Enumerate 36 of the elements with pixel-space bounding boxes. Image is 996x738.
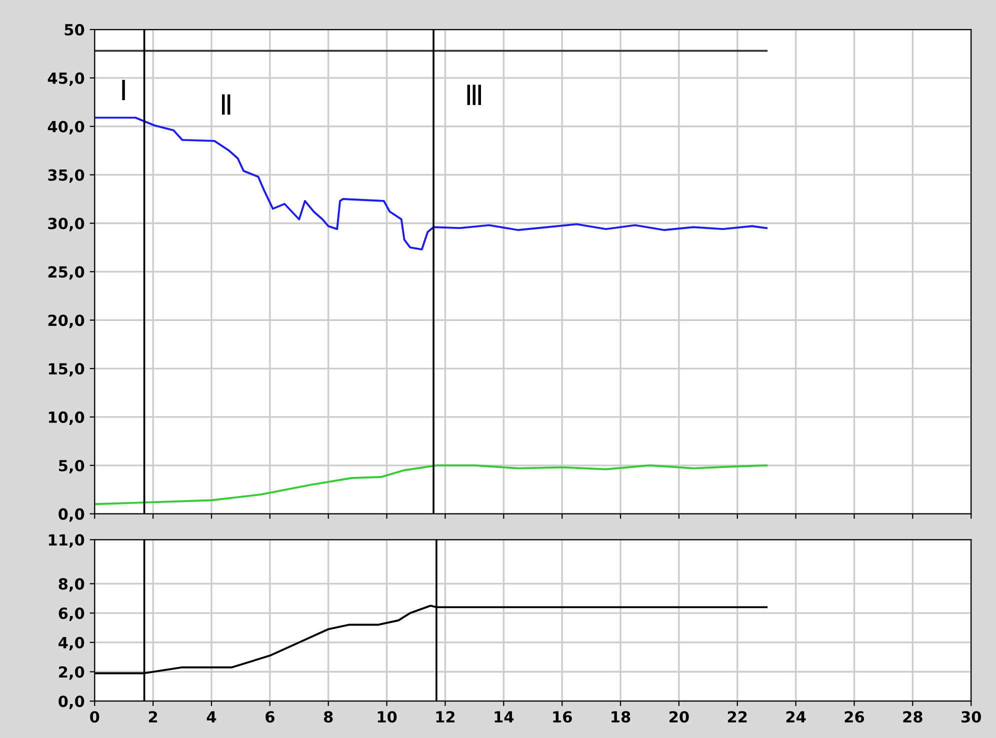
x-tick-label: 2 xyxy=(148,711,158,722)
y-tick-label: 6,0 xyxy=(58,608,84,622)
x-tick-label: 20 xyxy=(670,711,689,723)
annotation: Ⅱ xyxy=(222,94,230,115)
y-tick-label: 10,0 xyxy=(48,411,84,425)
x-tick-label: 8 xyxy=(324,711,333,723)
x-tick-label: 0 xyxy=(90,711,100,723)
x-tick-label: 4 xyxy=(206,711,216,722)
x-tick-label: 18 xyxy=(612,711,630,723)
y-tick-label: 5,0 xyxy=(59,460,84,474)
x-tick-label: 12 xyxy=(436,711,455,722)
annotation: Ⅰ xyxy=(122,80,125,100)
y-tick-label: 8,0 xyxy=(58,578,84,592)
x-tick-label: 6 xyxy=(266,711,274,723)
y-tick-label: 0,0 xyxy=(58,508,84,522)
y-tick-label: 2,0 xyxy=(59,666,84,680)
y-tick-label: 45,0 xyxy=(48,72,84,86)
x-tick-label: 16 xyxy=(553,711,572,723)
y-tick-label: 50 xyxy=(64,24,84,36)
y-tick-label: 40,0 xyxy=(48,120,84,134)
y-tick-label: 30,0 xyxy=(48,218,84,232)
y-tick-label: 15,0 xyxy=(48,363,84,377)
x-tick-label: 10 xyxy=(378,711,397,723)
x-tick-label: 26 xyxy=(844,711,864,723)
y-tick-label: 25,0 xyxy=(48,266,84,280)
y-tick-label: 35,0 xyxy=(48,169,84,183)
y-tick-label: 4,0 xyxy=(58,636,84,650)
annotation: Ⅲ xyxy=(467,84,481,105)
y-tick-label: 11,0 xyxy=(48,534,84,548)
x-tick-label: 14 xyxy=(494,711,514,722)
x-tick-label: 30 xyxy=(961,711,981,723)
y-tick-label: 20,0 xyxy=(48,314,84,328)
x-tick-label: 28 xyxy=(903,711,922,723)
y-tick-label: 0,0 xyxy=(58,696,84,710)
x-tick-label: 22 xyxy=(728,711,747,722)
x-tick-label: 24 xyxy=(786,711,806,722)
